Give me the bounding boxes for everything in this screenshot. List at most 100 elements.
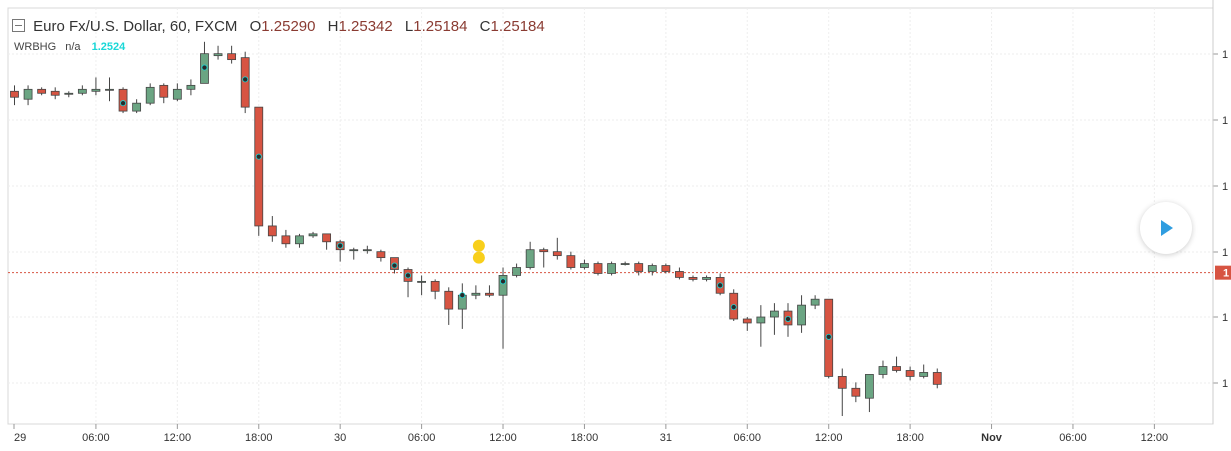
candle-body[interactable]: [105, 88, 114, 91]
candle-body[interactable]: [878, 366, 888, 375]
candle-body[interactable]: [675, 271, 684, 278]
wrbhg-dot: [120, 100, 127, 107]
candle-body[interactable]: [349, 249, 359, 252]
candle-body[interactable]: [50, 90, 60, 96]
x-tick-label: 31: [660, 432, 672, 444]
last-price-badge: [1215, 265, 1231, 280]
collapse-icon[interactable]: [12, 19, 25, 32]
candle-body[interactable]: [227, 53, 237, 61]
candle-body[interactable]: [661, 265, 671, 272]
candle-body[interactable]: [498, 275, 508, 296]
candle-body[interactable]: [647, 265, 657, 272]
y-tick-label: 1: [1222, 49, 1228, 61]
candle-body[interactable]: [417, 280, 427, 283]
candle-body[interactable]: [919, 372, 929, 377]
y-tick-label: 1: [1222, 247, 1228, 259]
candle-body[interactable]: [281, 235, 291, 245]
play-icon: [1161, 220, 1173, 236]
candle-body[interactable]: [837, 376, 847, 389]
wrbhg-dot: [391, 262, 398, 269]
candle-body[interactable]: [552, 251, 562, 257]
x-tick-label: 12:00: [815, 432, 843, 444]
candle-body[interactable]: [37, 88, 47, 94]
study-name: WRBHG: [14, 41, 57, 53]
candle-body[interactable]: [172, 88, 182, 100]
candle-body[interactable]: [756, 316, 766, 324]
study-value: 1.2524: [91, 41, 126, 53]
symbol-title: Euro Fx/U.S. Dollar, 60, FXCM: [33, 18, 238, 35]
wrbhg-dot: [717, 282, 724, 289]
candle-body[interactable]: [607, 263, 616, 274]
candle-body[interactable]: [471, 292, 481, 296]
ohlc-high: H1.25342: [327, 18, 393, 35]
wrbhg-dot: [500, 278, 507, 285]
candle-body[interactable]: [539, 249, 549, 253]
candle-body[interactable]: [810, 298, 820, 306]
x-tick-label: 12:00: [1141, 432, 1169, 444]
candle-body[interactable]: [362, 249, 372, 252]
play-button[interactable]: [1140, 202, 1192, 254]
candle-body[interactable]: [932, 372, 942, 385]
candle-body[interactable]: [295, 235, 304, 245]
candle-body[interactable]: [566, 255, 576, 268]
candle-body[interactable]: [64, 92, 74, 95]
candle-body[interactable]: [91, 88, 101, 92]
candle-body[interactable]: [865, 374, 874, 399]
candle-body[interactable]: [159, 84, 169, 98]
candle-body[interactable]: [430, 280, 440, 292]
study-legend[interactable]: WRBHG n/a 1.2524: [14, 41, 125, 53]
x-tick-label: 06:00: [82, 432, 110, 444]
last-price-label: 1: [1223, 268, 1229, 280]
candle-body[interactable]: [742, 318, 752, 324]
wrbhg-dot: [825, 333, 832, 340]
x-tick-label: 18:00: [571, 432, 599, 444]
wrbhg-dot: [337, 242, 344, 249]
x-tick-label: 30: [334, 432, 346, 444]
candle-body[interactable]: [702, 277, 711, 280]
wrbhg-dot: [405, 272, 412, 279]
candle-body[interactable]: [580, 263, 589, 268]
candle-body[interactable]: [525, 249, 535, 268]
symbol-legend: Euro Fx/U.S. Dollar, 60, FXCM O1.25290 H…: [12, 18, 545, 35]
y-tick-label: 1: [1222, 378, 1228, 390]
candle-body[interactable]: [593, 263, 603, 274]
candle-body[interactable]: [797, 304, 806, 326]
x-tick-label: 06:00: [734, 432, 762, 444]
candle-body[interactable]: [254, 106, 264, 227]
candle-body[interactable]: [213, 53, 223, 57]
candle-body[interactable]: [322, 233, 332, 243]
candle-body[interactable]: [634, 263, 644, 272]
y-tick-label: 1: [1222, 312, 1228, 324]
x-tick-label: 29: [14, 432, 26, 444]
x-tick-label: Nov: [981, 432, 1003, 444]
candle-body[interactable]: [10, 90, 19, 98]
candle-body[interactable]: [892, 366, 901, 371]
candle-body[interactable]: [512, 267, 521, 276]
x-tick-label: 06:00: [1059, 432, 1087, 444]
candle-body[interactable]: [186, 84, 196, 90]
x-tick-label: 18:00: [896, 432, 924, 444]
study-na: n/a: [65, 41, 81, 53]
candle-body[interactable]: [688, 277, 698, 280]
wrbhg-dot: [784, 315, 791, 322]
candle-body[interactable]: [77, 88, 87, 94]
plot-frame: [7, 7, 1214, 425]
candle-body[interactable]: [308, 233, 318, 237]
candle-body[interactable]: [770, 310, 779, 318]
candle-body[interactable]: [905, 370, 915, 377]
candle-body[interactable]: [132, 102, 142, 112]
signal-marker[interactable]: [472, 251, 485, 264]
candle-body[interactable]: [23, 88, 33, 100]
signal-marker[interactable]: [472, 239, 485, 252]
wrbhg-dot: [730, 304, 737, 311]
candle-body[interactable]: [444, 290, 454, 310]
wrbhg-dot: [459, 292, 466, 299]
candle-body[interactable]: [267, 225, 277, 237]
candle-body[interactable]: [851, 387, 861, 397]
candle-body[interactable]: [145, 86, 155, 104]
candle-body[interactable]: [620, 263, 630, 265]
candle-body[interactable]: [485, 292, 494, 296]
candle-body[interactable]: [376, 251, 386, 259]
